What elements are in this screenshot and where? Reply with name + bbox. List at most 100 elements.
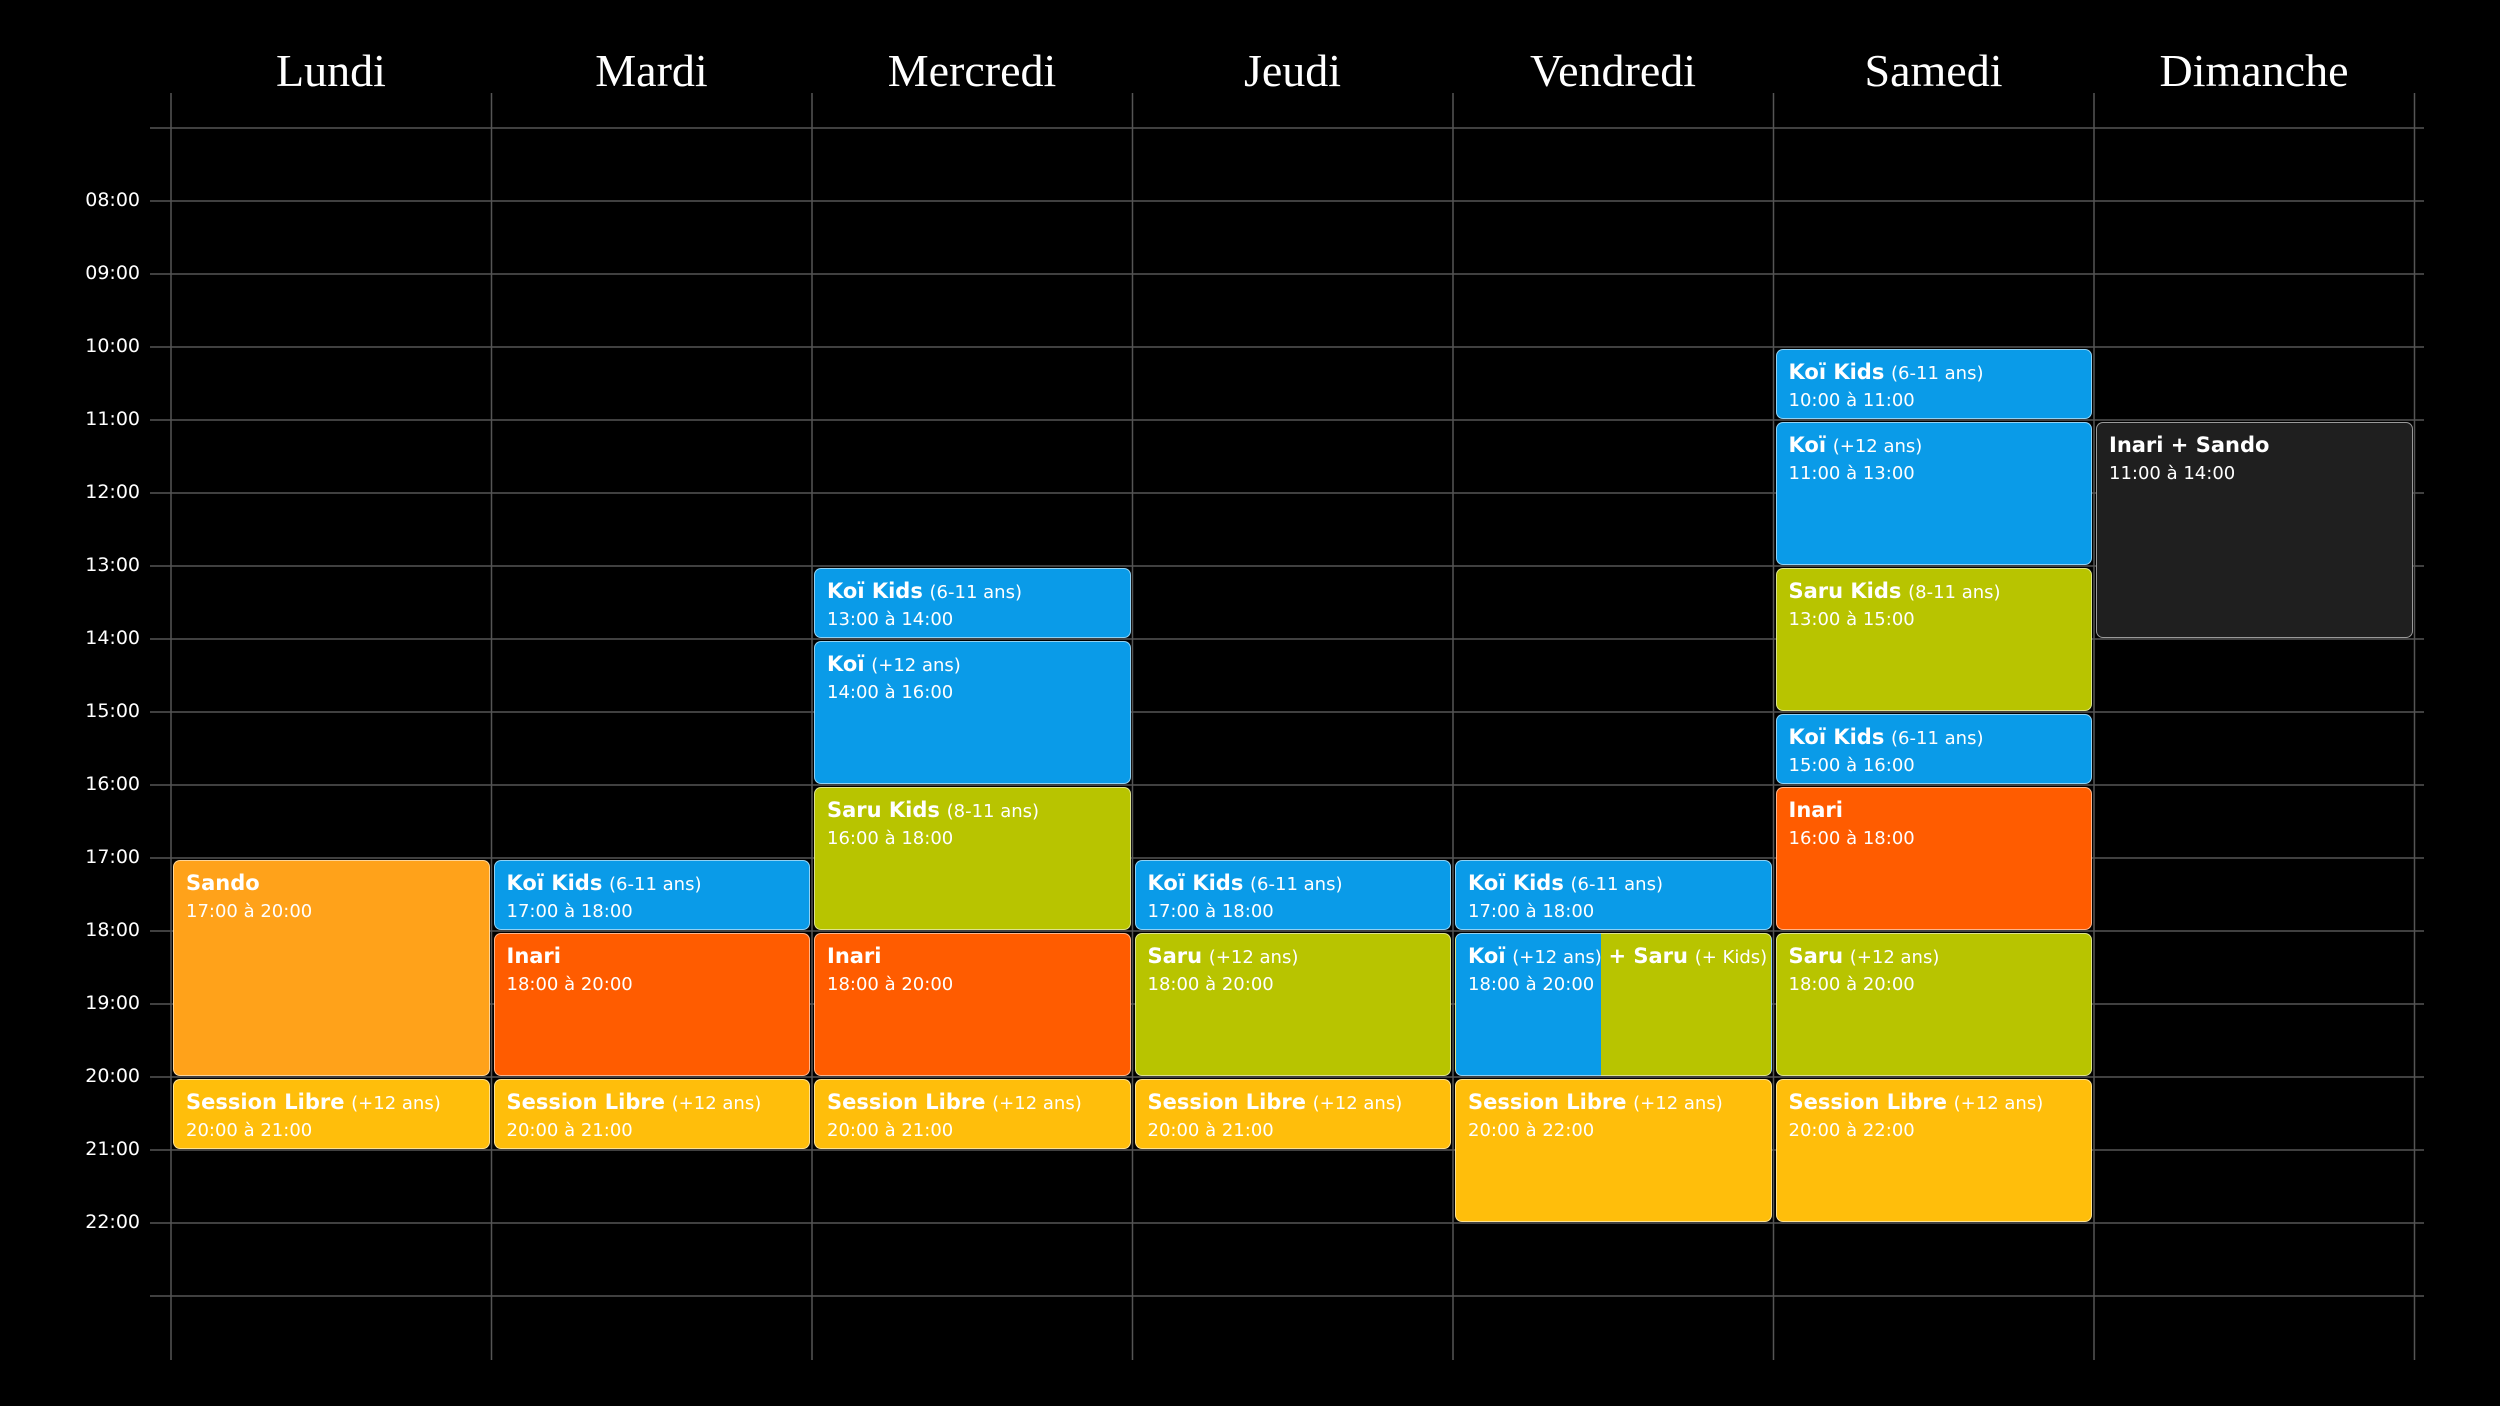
event: Inari + Sando 11:00 à 14:00 [2096,422,2413,638]
event-time: 14:00 à 16:00 [827,682,954,703]
event-title-line: Session Libre (+12 ans) [1148,1090,1439,1114]
event-title: Session Libre [1468,1090,1627,1114]
event-time: 20:00 à 21:00 [186,1120,313,1141]
event: Session Libre (+12 ans) 20:00 à 21:00 [493,1079,810,1149]
event: Session Libre (+12 ans) 20:00 à 21:00 [1134,1079,1451,1149]
event-time: 13:00 à 15:00 [1788,609,1915,630]
event: Koï Kids (6-11 ans) 17:00 à 18:00 [1455,860,1772,930]
event: Session Libre (+12 ans) 20:00 à 21:00 [173,1079,490,1149]
event-note: (8-11 ans) [946,801,1040,822]
event-time: 20:00 à 22:00 [1468,1120,1595,1141]
event-time: 11:00 à 14:00 [2109,463,2236,484]
event-title-line: Koï Kids (6-11 ans) [507,871,798,895]
event-note: (+12 ans) [1832,436,1923,457]
event-title: Koï Kids [506,871,603,895]
event-note: (+12 ans) [1208,947,1299,968]
event-title-line: Koï Kids (6-11 ans) [827,579,1118,603]
event-title: Session Libre [1788,1090,1947,1114]
hour-label: 11:00 [85,408,140,430]
event-time: 18:00 à 20:00 [827,974,954,995]
event: Koï Kids (6-11 ans) 17:00 à 18:00 [493,860,810,930]
event: Koï Kids (6-11 ans) 15:00 à 16:00 [1775,714,2092,784]
event-note: (6-11 ans) [1891,363,1984,384]
event-title-line: Saru Kids (8-11 ans) [1789,579,2080,603]
event-note: (+12 ans) [1849,947,1940,968]
day-header: Dimanche [2159,45,2349,96]
event-title: Saru [1788,944,1844,968]
event: Koï Kids (6-11 ans) 17:00 à 18:00 [1134,860,1451,930]
event-title-line: Saru (+12 ans) [1789,944,2080,968]
event-note: (+12 ans) [871,655,961,676]
event-title-line: Inari + Sando [2109,433,2400,457]
event-title-line: Sando [186,871,477,895]
day-header: Lundi [276,45,386,96]
event: Session Libre (+12 ans) 20:00 à 21:00 [814,1079,1131,1149]
event-time: 20:00 à 22:00 [1788,1120,1915,1141]
event-time: 20:00 à 21:00 [506,1120,633,1141]
event-time: 16:00 à 18:00 [827,828,954,849]
event-title: Inari [1788,798,1844,822]
event-title-line: Koï Kids (6-11 ans) [1468,871,1759,895]
event-title: Koï [1788,433,1827,457]
event: Koï (+12 ans) + Saru (+ Kids) 18:00 à 20:… [1455,933,1772,1076]
event-title: Session Libre [506,1090,665,1114]
hour-label: 12:00 [85,481,140,503]
day-header: Mardi [595,45,708,96]
event-title: Inari [506,944,562,968]
event-title-line: Inari [507,944,798,968]
event-title: Inari [827,944,882,968]
day-header: Vendredi [1529,45,1697,96]
event-note: (+12 ans) [1312,1093,1403,1114]
event-time: 17:00 à 18:00 [1468,901,1595,922]
day-header: Jeudi [1243,45,1342,96]
hour-label: 22:00 [85,1211,140,1233]
event-title-line: Session Libre (+12 ans) [186,1090,477,1114]
hour-label: 18:00 [85,919,140,941]
event-note: (6-11 ans) [929,582,1022,603]
event-title-line: Inari [827,944,1118,968]
event-title-line: Session Libre (+12 ans) [1789,1090,2080,1114]
event-note: (6-11 ans) [1570,874,1663,895]
event-note: (+12 ans) [1633,1093,1723,1114]
event-time: 18:00 à 20:00 [1147,974,1274,995]
event: Inari 18:00 à 20:00 [814,933,1131,1076]
event-time: 17:00 à 18:00 [506,901,633,922]
event-title-line: Session Libre (+12 ans) [1468,1090,1759,1114]
event: Koï (+12 ans) 11:00 à 13:00 [1775,422,2092,565]
event: Session Libre (+12 ans) 20:00 à 22:00 [1775,1079,2092,1222]
hour-label: 10:00 [85,335,140,357]
hour-label: 09:00 [85,262,140,284]
event: Inari 18:00 à 20:00 [493,933,810,1076]
event: Saru (+12 ans) 18:00 à 20:00 [1134,933,1451,1076]
day-header: Mercredi [887,45,1057,96]
event: Koï (+12 ans) 14:00 à 16:00 [814,641,1131,784]
event-title: Inari + Sando [2109,433,2270,457]
event-title: Koï Kids [1788,725,1885,749]
event-title-line: Koï (+12 ans) [1789,433,2080,457]
event-title-line: Inari [1789,798,2080,822]
event-title: + Saru [1608,944,1688,968]
event-title-line: Koï (+12 ans) + Saru (+ Kids) [1468,944,1767,968]
event-time: 15:00 à 16:00 [1788,755,1915,776]
event-time: 20:00 à 21:00 [1147,1120,1274,1141]
event: Saru (+12 ans) 18:00 à 20:00 [1775,933,2092,1076]
event-title-line: Koï Kids (6-11 ans) [1148,871,1439,895]
hour-label: 08:00 [85,189,140,211]
event-time: 18:00 à 20:00 [1788,974,1915,995]
event-note: (8-11 ans) [1908,582,2001,603]
event-time: 20:00 à 21:00 [827,1120,954,1141]
event-note: (6-11 ans) [1891,728,1984,749]
event-title: Saru Kids [1788,579,1902,603]
event-title-line: Session Libre (+12 ans) [827,1090,1118,1114]
event-title: Koï [827,652,865,676]
event-title: Koï Kids [1147,871,1244,895]
event-title-line: Koï Kids (6-11 ans) [1789,725,2080,749]
hour-label: 13:00 [85,554,140,576]
event-note: (6-11 ans) [1250,874,1343,895]
event-title: Sando [186,871,260,895]
event-note: (+12 ans) [992,1093,1082,1114]
event-title: Saru Kids [827,798,940,822]
event-title-line: Saru (+12 ans) [1148,944,1439,968]
hour-label: 17:00 [85,846,140,868]
event: Koï Kids (6-11 ans) 10:00 à 11:00 [1775,349,2092,419]
